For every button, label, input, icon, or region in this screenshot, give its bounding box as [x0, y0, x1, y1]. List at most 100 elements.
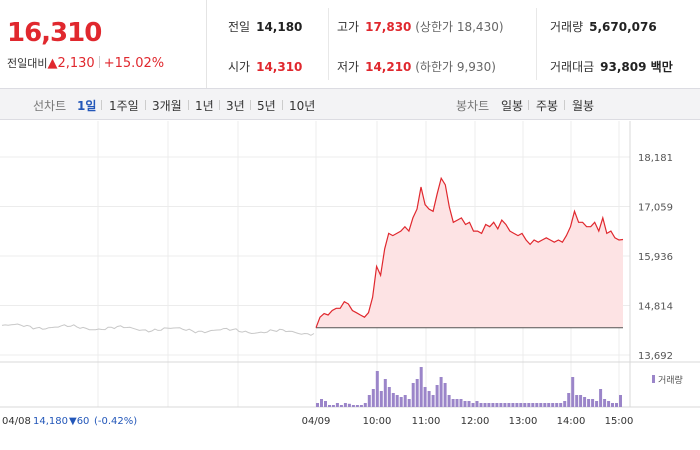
daily-candle-button[interactable]: 일봉 — [501, 99, 524, 113]
y-tick-label: 14,814 — [638, 302, 673, 313]
volume-bar — [335, 403, 339, 407]
volume-bar — [387, 387, 391, 407]
low-label: 저가 — [337, 60, 360, 74]
prev-day-price-line — [1, 323, 315, 336]
volume-bar — [475, 401, 479, 407]
upper-limit: (상한가 18,430) — [415, 20, 504, 34]
volume-bar — [363, 403, 367, 407]
open-label: 시가 — [228, 60, 251, 74]
volume-bar — [563, 401, 567, 407]
period-1d-button[interactable]: 1일 — [77, 99, 97, 113]
volume-bar — [391, 393, 395, 407]
volume-bar — [591, 399, 595, 407]
volume-bar — [443, 383, 447, 407]
volume-bar — [415, 379, 419, 407]
volume-bar — [471, 403, 475, 407]
volume-bar — [411, 383, 415, 407]
volume-bar — [539, 403, 543, 407]
volume-bar — [355, 405, 359, 407]
change-label: 전일대비 — [7, 57, 48, 70]
divider — [145, 100, 146, 110]
divider — [536, 8, 537, 80]
volume-bar — [367, 395, 371, 407]
volume-bar — [611, 403, 614, 407]
candle-chart-title: 봉차트 — [456, 99, 490, 113]
volume-bar — [503, 403, 507, 407]
volume-bar — [499, 403, 503, 407]
volume-bar — [407, 399, 411, 407]
volume-bar — [515, 403, 519, 407]
volume-bar — [339, 405, 343, 407]
volume-bar — [331, 405, 335, 407]
prev-day-change: ▼60 — [69, 416, 89, 427]
price-panel: 16,310 전일대비▲2,130 +15.02% — [0, 0, 206, 88]
open-price: 시가 14,310 — [228, 58, 302, 75]
volume-bar — [375, 371, 379, 407]
volume-bar — [343, 403, 347, 407]
volume-bar — [531, 403, 535, 407]
trade-amount: 거래대금 93,809 백만 — [550, 58, 673, 75]
volume-bar — [371, 389, 375, 407]
volume-bar — [547, 403, 551, 407]
volume-bar — [583, 397, 587, 407]
prev-close: 전일 14,180 — [228, 18, 302, 35]
x-tick-label: 14:00 — [557, 416, 586, 427]
divider — [328, 8, 329, 80]
period-3y-button[interactable]: 3년 — [226, 99, 245, 113]
high-value: 17,830 — [365, 20, 412, 34]
lower-limit: (하한가 9,930) — [415, 60, 496, 74]
volume-bar — [359, 405, 363, 407]
divider — [98, 56, 100, 68]
volume-bar — [467, 401, 471, 407]
low-value: 14,210 — [365, 60, 412, 74]
y-tick-label: 18,181 — [638, 153, 673, 164]
volume-bar — [403, 395, 407, 407]
weekly-candle-button[interactable]: 주봉 — [536, 99, 559, 113]
volume-bar — [463, 401, 467, 407]
divider — [528, 100, 529, 110]
volume-bar — [599, 389, 603, 407]
divider — [282, 100, 283, 110]
monthly-candle-button[interactable]: 월봉 — [572, 99, 595, 113]
volume-bar — [507, 403, 511, 407]
volume-bar — [451, 399, 455, 407]
volume-bar — [555, 403, 559, 407]
x-tick-label: 15:00 — [605, 416, 634, 427]
volume-bar — [511, 403, 515, 407]
high-price: 고가 17,830 (상한가 18,430) — [337, 18, 504, 35]
price-change: 2,130 — [57, 56, 95, 71]
volume-bar — [483, 403, 487, 407]
volume-bar — [523, 403, 527, 407]
volume-bar — [435, 385, 439, 407]
volume-legend-swatch — [652, 375, 655, 383]
volume-bar — [567, 393, 571, 407]
volume-label: 거래량 — [550, 20, 584, 34]
x-tick-label: 11:00 — [412, 416, 441, 427]
price-change-row: 전일대비▲2,130 +15.02% — [7, 55, 164, 71]
volume-bar — [579, 395, 583, 407]
volume-bar — [455, 399, 459, 407]
volume-bar — [427, 391, 431, 407]
low-price: 저가 14,210 (하한가 9,930) — [337, 58, 496, 75]
prev-day-change-pct: (-0.42%) — [94, 416, 137, 427]
volume: 거래량 5,670,076 — [550, 18, 657, 35]
divider — [101, 100, 102, 110]
up-arrow-icon: ▲ — [47, 56, 58, 71]
volume-bar — [571, 377, 575, 407]
volume-bar — [615, 403, 618, 407]
high-label: 고가 — [337, 20, 360, 34]
volume-bar — [479, 403, 483, 407]
current-price: 16,310 — [7, 18, 102, 48]
period-1y-button[interactable]: 1년 — [195, 99, 214, 113]
period-3m-button[interactable]: 3개월 — [152, 99, 182, 113]
price-area-fill — [316, 178, 623, 328]
y-tick-label: 17,059 — [638, 202, 673, 213]
period-10y-button[interactable]: 10년 — [289, 99, 316, 113]
volume-bar — [383, 379, 387, 407]
period-5y-button[interactable]: 5년 — [257, 99, 276, 113]
volume-bar — [491, 403, 495, 407]
volume-bar — [316, 403, 319, 407]
period-1w-button[interactable]: 1주일 — [109, 99, 139, 113]
x-tick-label: 10:00 — [363, 416, 392, 427]
volume-bar — [351, 405, 355, 407]
